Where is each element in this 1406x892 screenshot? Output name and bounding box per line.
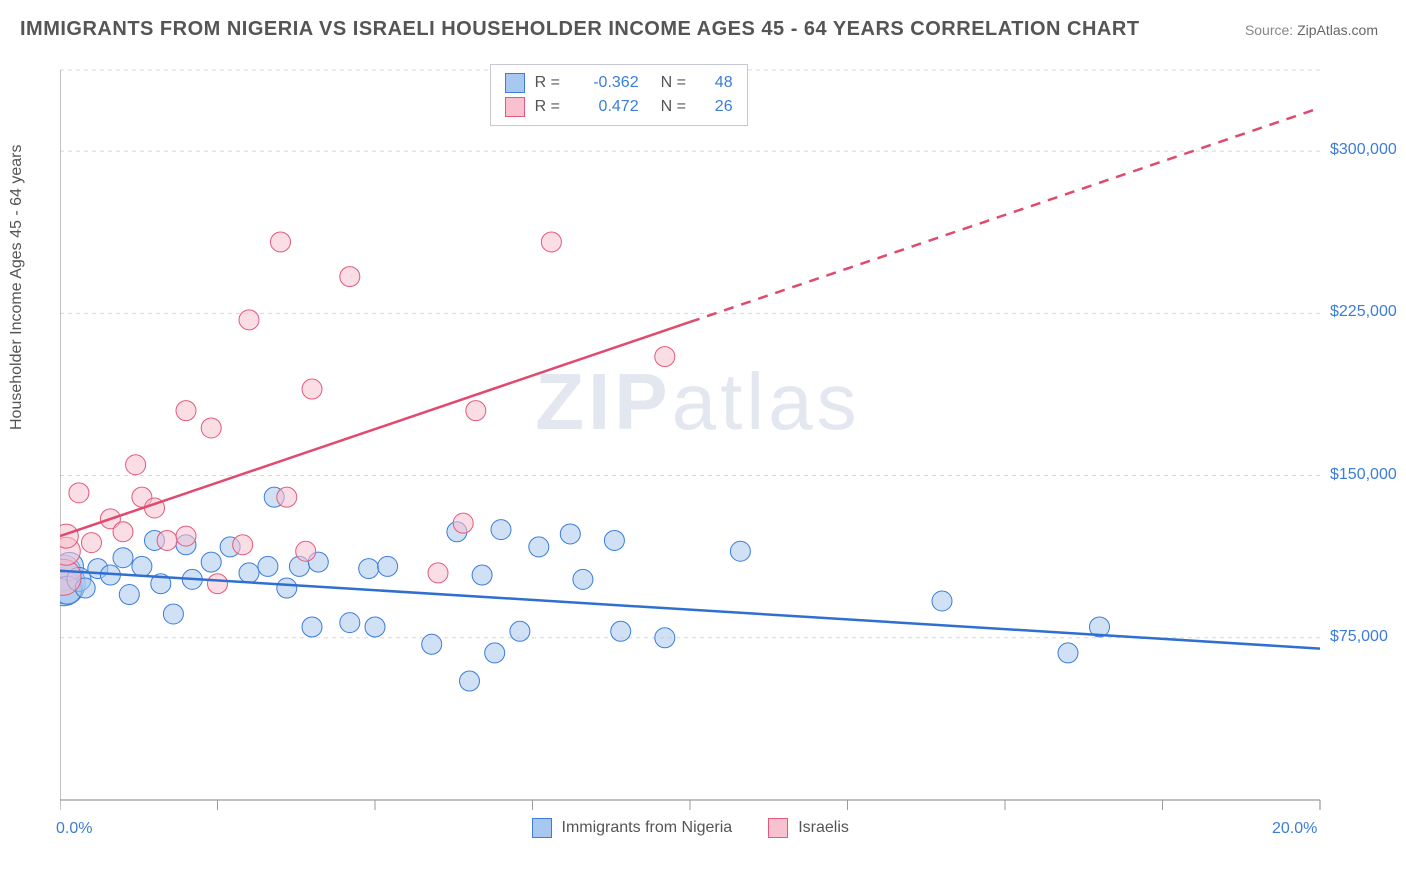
y-tick-label: $225,000 xyxy=(1330,303,1397,321)
y-axis-label: Householder Income Ages 45 - 64 years xyxy=(8,145,26,431)
scatter-svg xyxy=(60,60,1380,840)
data-point xyxy=(302,617,322,637)
plot-area xyxy=(60,60,1380,840)
data-point xyxy=(176,401,196,421)
legend-r-value: 0.472 xyxy=(579,98,639,116)
data-point xyxy=(560,524,580,544)
data-point xyxy=(239,310,259,330)
data-point xyxy=(604,530,624,550)
y-tick-label: $300,000 xyxy=(1330,141,1397,159)
trend-line xyxy=(60,571,1320,649)
trend-line-solid xyxy=(60,322,690,536)
data-point xyxy=(69,483,89,503)
y-tick-label: $75,000 xyxy=(1330,628,1388,646)
trend-line-dashed xyxy=(690,108,1320,322)
x-tick-label-last: 20.0% xyxy=(1272,820,1317,838)
legend-n-label: N = xyxy=(661,74,695,92)
legend-series-label: Israelis xyxy=(798,819,849,837)
legend-n-value: 26 xyxy=(705,98,733,116)
data-point xyxy=(932,591,952,611)
legend-swatch xyxy=(768,818,788,838)
data-point xyxy=(157,530,177,550)
data-point xyxy=(277,578,297,598)
source-credit: Source: ZipAtlas.com xyxy=(1245,22,1378,38)
legend-n-value: 48 xyxy=(705,74,733,92)
data-point xyxy=(201,418,221,438)
data-point xyxy=(460,671,480,691)
x-tick-label-first: 0.0% xyxy=(56,820,92,838)
data-point xyxy=(271,232,291,252)
data-point xyxy=(239,563,259,583)
y-tick-label: $150,000 xyxy=(1330,466,1397,484)
data-point xyxy=(233,535,253,555)
legend-r-value: -0.362 xyxy=(579,74,639,92)
data-point xyxy=(126,455,146,475)
legend-series-label: Immigrants from Nigeria xyxy=(562,819,733,837)
data-point xyxy=(208,574,228,594)
data-point xyxy=(485,643,505,663)
data-point xyxy=(730,541,750,561)
data-point xyxy=(163,604,183,624)
legend-n-label: N = xyxy=(661,98,695,116)
chart-title: IMMIGRANTS FROM NIGERIA VS ISRAELI HOUSE… xyxy=(20,18,1140,41)
data-point xyxy=(541,232,561,252)
data-point xyxy=(258,556,278,576)
data-point xyxy=(655,347,675,367)
data-point xyxy=(359,559,379,579)
data-point xyxy=(132,556,152,576)
data-point xyxy=(453,513,473,533)
data-point xyxy=(302,379,322,399)
data-point xyxy=(1058,643,1078,663)
legend-row: R = -0.362 N = 48 xyxy=(505,71,733,95)
data-point xyxy=(277,487,297,507)
data-point xyxy=(472,565,492,585)
data-point xyxy=(510,621,530,641)
legend-row: R = 0.472 N = 26 xyxy=(505,95,733,119)
data-point xyxy=(655,628,675,648)
data-point xyxy=(422,634,442,654)
legend-correlation-box: R = -0.362 N = 48 R = 0.472 N = 26 xyxy=(490,64,748,126)
data-point xyxy=(491,520,511,540)
data-point xyxy=(119,585,139,605)
data-point xyxy=(378,556,398,576)
data-point xyxy=(113,548,133,568)
legend-swatch xyxy=(505,97,525,117)
data-point xyxy=(201,552,221,572)
source-value: ZipAtlas.com xyxy=(1297,22,1378,38)
data-point xyxy=(82,533,102,553)
data-point xyxy=(573,569,593,589)
data-point xyxy=(428,563,448,583)
legend-series: Immigrants from Nigeria Israelis xyxy=(532,818,849,838)
chart-container: IMMIGRANTS FROM NIGERIA VS ISRAELI HOUSE… xyxy=(0,0,1406,892)
data-point xyxy=(296,541,316,561)
source-label: Source: xyxy=(1245,22,1293,38)
data-point xyxy=(611,621,631,641)
data-point xyxy=(529,537,549,557)
legend-swatch xyxy=(505,73,525,93)
legend-r-label: R = xyxy=(535,98,569,116)
legend-r-label: R = xyxy=(535,74,569,92)
legend-swatch xyxy=(532,818,552,838)
data-point xyxy=(466,401,486,421)
data-point xyxy=(176,526,196,546)
data-point xyxy=(113,522,133,542)
data-point xyxy=(340,267,360,287)
data-point xyxy=(365,617,385,637)
data-point xyxy=(340,613,360,633)
